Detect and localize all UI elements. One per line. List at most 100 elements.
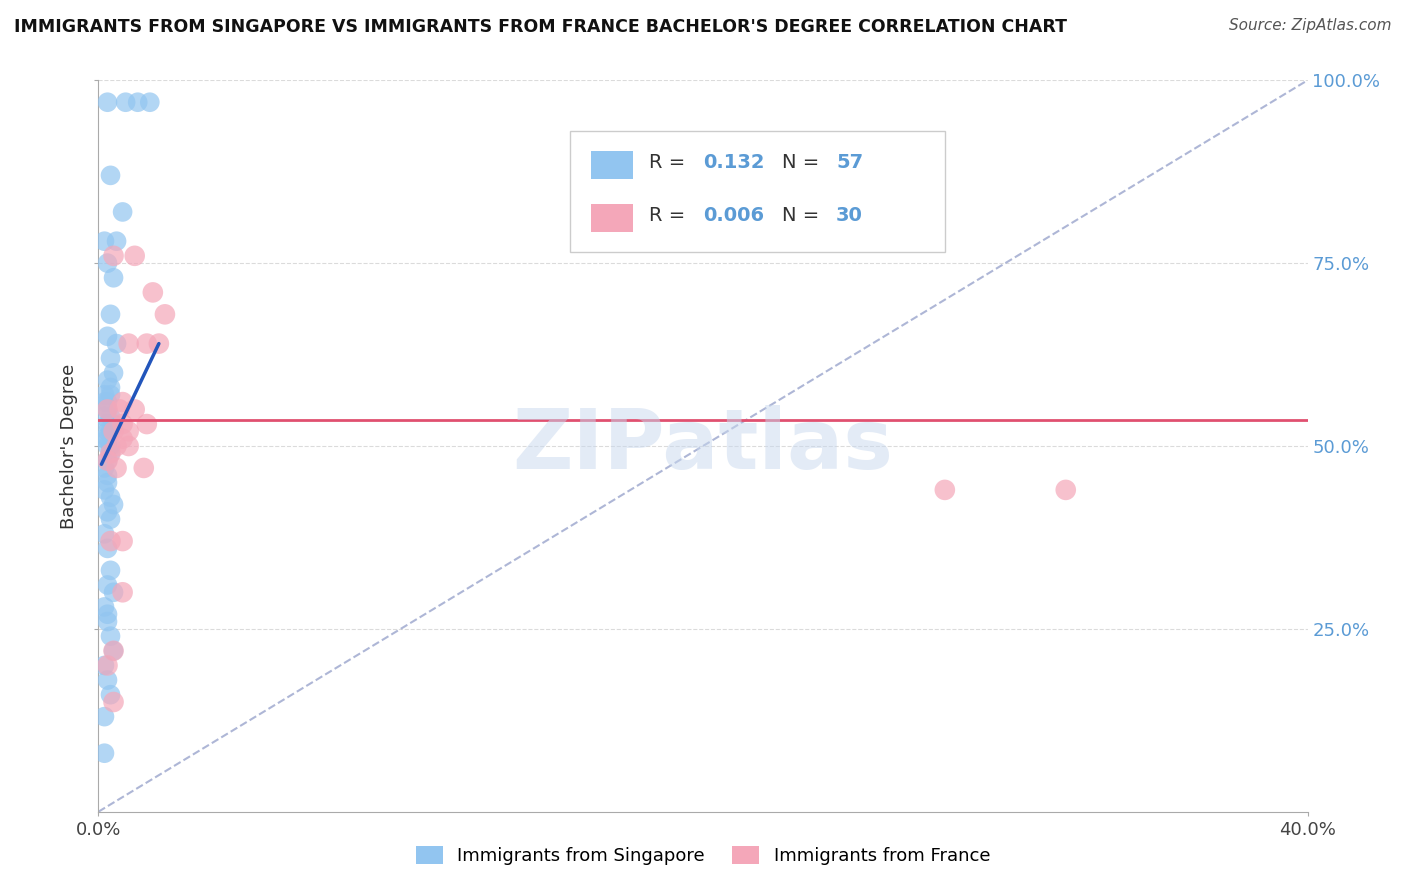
Point	[96, 395, 118, 409]
Point	[111, 534, 134, 549]
Point	[96, 468, 118, 483]
Y-axis label: Bachelor's Degree: Bachelor's Degree	[60, 363, 79, 529]
Text: 0.006: 0.006	[703, 206, 763, 225]
Point	[93, 599, 115, 614]
Point	[93, 388, 115, 402]
Point	[96, 95, 118, 110]
Point	[96, 439, 118, 453]
Point	[103, 585, 125, 599]
Point	[93, 746, 115, 760]
Point	[96, 432, 118, 446]
Point	[100, 388, 122, 402]
Point	[93, 395, 115, 409]
Point	[96, 475, 118, 490]
Point	[96, 505, 118, 519]
Text: IMMIGRANTS FROM SINGAPORE VS IMMIGRANTS FROM FRANCE BACHELOR'S DEGREE CORRELATIO: IMMIGRANTS FROM SINGAPORE VS IMMIGRANTS …	[14, 18, 1067, 36]
Point	[111, 205, 134, 219]
FancyBboxPatch shape	[591, 204, 633, 232]
Point	[142, 285, 165, 300]
Point	[96, 578, 118, 592]
Point	[96, 453, 118, 467]
Point	[96, 453, 118, 467]
Point	[103, 425, 125, 439]
FancyBboxPatch shape	[569, 131, 945, 252]
Point	[93, 709, 115, 723]
Point	[100, 409, 122, 424]
Text: Source: ZipAtlas.com: Source: ZipAtlas.com	[1229, 18, 1392, 33]
Point	[103, 695, 125, 709]
Point	[100, 169, 122, 183]
Point	[96, 673, 118, 687]
Point	[124, 249, 146, 263]
Point	[103, 644, 125, 658]
Point	[153, 307, 176, 321]
Point	[111, 432, 134, 446]
Point	[100, 629, 122, 643]
Point	[135, 336, 157, 351]
Point	[93, 234, 115, 248]
Point	[103, 417, 125, 431]
Point	[103, 644, 125, 658]
Point	[100, 439, 122, 453]
Point	[96, 541, 118, 556]
Point	[105, 461, 128, 475]
Point	[103, 249, 125, 263]
Point	[132, 461, 155, 475]
Point	[111, 395, 134, 409]
FancyBboxPatch shape	[591, 152, 633, 179]
Point	[103, 498, 125, 512]
Text: 30: 30	[837, 206, 863, 225]
Legend: Immigrants from Singapore, Immigrants from France: Immigrants from Singapore, Immigrants fr…	[406, 837, 1000, 874]
Point	[93, 483, 115, 497]
Point	[124, 402, 146, 417]
Point	[135, 417, 157, 431]
Point	[103, 366, 125, 380]
Point	[93, 461, 115, 475]
Point	[108, 402, 131, 417]
Point	[100, 307, 122, 321]
Point	[100, 425, 122, 439]
Point	[100, 688, 122, 702]
Point	[934, 483, 956, 497]
Point	[93, 658, 115, 673]
Point	[100, 446, 122, 460]
Point	[96, 425, 118, 439]
Point	[105, 234, 128, 248]
Text: 57: 57	[837, 153, 863, 172]
Point	[96, 373, 118, 387]
Point	[93, 432, 115, 446]
Point	[96, 615, 118, 629]
Point	[100, 351, 122, 366]
Point	[100, 380, 122, 394]
Text: R =: R =	[648, 153, 692, 172]
Point	[96, 402, 118, 417]
Point	[96, 417, 118, 431]
Point	[1054, 483, 1077, 497]
Point	[111, 417, 134, 431]
Point	[100, 563, 122, 577]
Point	[127, 95, 149, 110]
Text: N =: N =	[782, 153, 825, 172]
Point	[100, 534, 122, 549]
Point	[114, 95, 136, 110]
Point	[111, 585, 134, 599]
Text: N =: N =	[782, 206, 825, 225]
Point	[100, 490, 122, 504]
Point	[105, 439, 128, 453]
Point	[118, 336, 141, 351]
Point	[93, 526, 115, 541]
Point	[96, 329, 118, 343]
Text: 0.132: 0.132	[703, 153, 765, 172]
Point	[100, 446, 122, 460]
Point	[103, 270, 125, 285]
Text: ZIPatlas: ZIPatlas	[513, 406, 893, 486]
Point	[118, 439, 141, 453]
Point	[93, 409, 115, 424]
Point	[96, 607, 118, 622]
Point	[96, 658, 118, 673]
Point	[118, 425, 141, 439]
Point	[96, 402, 118, 417]
Point	[96, 256, 118, 270]
Point	[139, 95, 162, 110]
Text: R =: R =	[648, 206, 692, 225]
